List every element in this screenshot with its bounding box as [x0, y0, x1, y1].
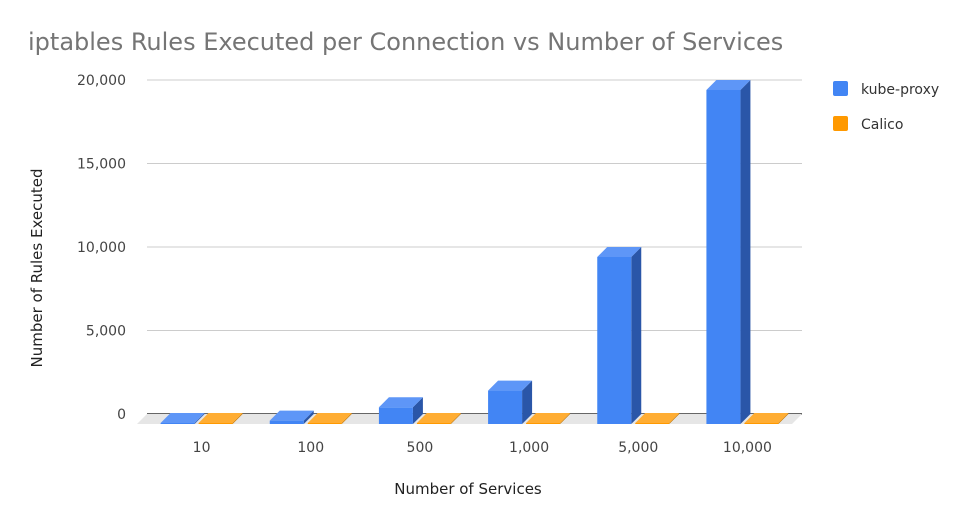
bar-calico-5000 — [635, 413, 680, 424]
y-tick-label: 20,000 — [77, 73, 126, 89]
x-tick-label: 500 — [407, 440, 434, 456]
bar-front — [160, 423, 195, 424]
x-tick-label: 10,000 — [723, 440, 772, 456]
bar-top — [744, 413, 789, 423]
bar-top — [307, 413, 352, 423]
x-tick-label: 5,000 — [618, 440, 658, 456]
bar-top — [269, 410, 314, 421]
bar-kube-proxy-500 — [378, 397, 423, 424]
bar-top — [488, 380, 533, 391]
bar-front — [597, 257, 632, 424]
x-tick-label: 1,000 — [509, 440, 549, 456]
bar-side — [232, 413, 243, 424]
y-tick-label: 5,000 — [86, 324, 126, 340]
y-axis-ticks: 0 5,000 10,000 15,000 20,000 — [77, 73, 126, 423]
bar-top — [635, 413, 680, 423]
bar-top — [378, 397, 423, 408]
bar-front — [198, 423, 233, 424]
bar-side — [303, 410, 314, 424]
legend: kube-proxy Calico — [833, 81, 939, 133]
bar-side — [522, 380, 533, 424]
bar-side — [450, 413, 461, 424]
bar-front — [744, 423, 779, 424]
legend-label: kube-proxy — [861, 82, 939, 98]
bars — [160, 80, 789, 424]
legend-item: Calico — [833, 116, 903, 133]
bar-calico-100 — [307, 413, 352, 424]
legend-label: Calico — [861, 117, 903, 133]
bar-calico-10000 — [744, 413, 789, 424]
legend-swatch — [833, 81, 848, 96]
bar-kube-proxy-10000 — [706, 80, 751, 424]
bar-front — [635, 423, 670, 424]
chart-title: iptables Rules Executed per Connection v… — [28, 28, 783, 56]
bar-kube-proxy-100 — [269, 410, 314, 424]
bar-kube-proxy-10 — [160, 413, 205, 424]
bar-side — [631, 247, 642, 424]
bar-top — [198, 413, 243, 423]
x-tick-label: 10 — [193, 440, 211, 456]
bar-front — [488, 390, 523, 424]
y-tick-label: 15,000 — [77, 157, 126, 173]
bar-calico-10 — [198, 413, 243, 424]
bar-side — [412, 397, 423, 424]
legend-item: kube-proxy — [833, 81, 939, 98]
bar-kube-proxy-5000 — [597, 247, 642, 424]
bar-side — [778, 413, 789, 424]
bar-top — [160, 413, 205, 423]
bar-side — [341, 413, 352, 424]
bar-top — [706, 80, 751, 90]
bar-front — [706, 90, 741, 424]
bar-front — [378, 407, 413, 424]
bar-top — [526, 413, 571, 423]
legend-swatch — [833, 116, 848, 131]
bar-top — [416, 413, 461, 423]
y-tick-label: 10,000 — [77, 240, 126, 256]
gridlines — [147, 79, 802, 415]
bar-side — [560, 413, 571, 424]
bar-side — [740, 80, 751, 424]
x-axis-title: Number of Services — [394, 480, 542, 498]
bar-front — [307, 423, 342, 424]
bar-side — [194, 413, 205, 424]
bar-front — [416, 423, 451, 424]
bar-top — [597, 247, 642, 257]
bar-front — [526, 423, 561, 424]
bar-kube-proxy-1000 — [488, 380, 533, 424]
y-tick-label: 0 — [117, 407, 126, 423]
bar-calico-500 — [416, 413, 461, 424]
x-axis-ticks: 10 100 500 1,000 5,000 10,000 — [193, 440, 772, 456]
y-axis-title: Number of Rules Executed — [28, 169, 46, 368]
bar-calico-1000 — [526, 413, 571, 424]
bar-side — [669, 413, 680, 424]
x-tick-label: 100 — [297, 440, 324, 456]
bar-front — [269, 420, 304, 424]
